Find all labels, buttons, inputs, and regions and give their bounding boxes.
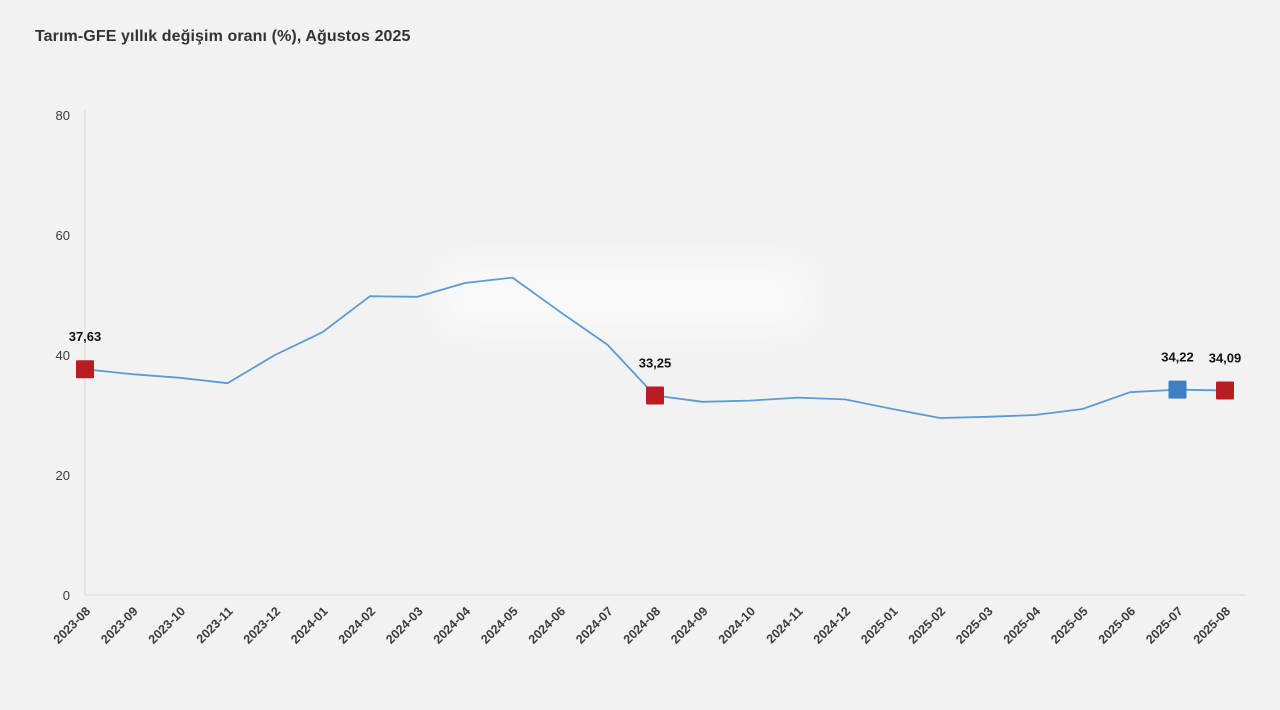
x-axis-tick-label: 2025-07 bbox=[1143, 604, 1185, 646]
x-axis-tick-label: 2024-12 bbox=[811, 604, 853, 646]
x-axis-tick-label: 2024-09 bbox=[668, 604, 710, 646]
x-axis-tick-label: 2024-01 bbox=[288, 604, 330, 646]
x-axis-tick-label: 2024-11 bbox=[764, 604, 806, 646]
data-point-label: 37,63 bbox=[69, 329, 102, 344]
y-axis-tick-label: 20 bbox=[56, 468, 70, 483]
data-point-marker bbox=[76, 360, 94, 379]
data-point-label: 34,22 bbox=[1161, 350, 1194, 365]
data-point-marker bbox=[1168, 380, 1187, 399]
x-axis-tick-label: 2023-11 bbox=[194, 604, 236, 646]
x-axis-tick-label: 2024-06 bbox=[526, 604, 568, 646]
x-axis-tick-label: 2024-07 bbox=[573, 604, 615, 646]
y-axis-tick-label: 0 bbox=[63, 588, 70, 603]
x-axis-tick-label: 2024-04 bbox=[431, 604, 473, 646]
y-axis-tick-label: 40 bbox=[56, 348, 70, 363]
x-axis-tick-label: 2025-01 bbox=[858, 604, 900, 646]
x-axis-tick-label: 2025-02 bbox=[906, 604, 948, 646]
x-axis-tick-label: 2025-06 bbox=[1096, 604, 1138, 646]
background-patch bbox=[440, 262, 810, 332]
x-axis-tick-label: 2023-09 bbox=[98, 604, 140, 646]
data-point-label: 34,09 bbox=[1209, 350, 1242, 365]
x-axis-tick-label: 2025-05 bbox=[1048, 604, 1090, 646]
data-point-label: 33,25 bbox=[639, 356, 672, 371]
x-axis-tick-label: 2024-08 bbox=[621, 604, 663, 646]
x-axis-tick-label: 2024-10 bbox=[716, 604, 758, 646]
x-axis-tick-label: 2025-08 bbox=[1191, 604, 1233, 646]
x-axis-tick-label: 2024-05 bbox=[478, 604, 520, 646]
x-axis-tick-label: 2024-02 bbox=[336, 604, 378, 646]
x-axis-tick-label: 2025-04 bbox=[1001, 604, 1043, 646]
x-axis-tick-label: 2025-03 bbox=[953, 604, 995, 646]
x-axis-tick-label: 2023-10 bbox=[146, 604, 188, 646]
chart-title: Tarım-GFE yıllık değişim oranı (%), Ağus… bbox=[35, 28, 411, 45]
x-axis-tick-label: 2023-08 bbox=[51, 604, 93, 646]
x-axis-tick-label: 2024-03 bbox=[383, 604, 425, 646]
y-axis-tick-label: 80 bbox=[56, 108, 70, 123]
data-point-marker bbox=[1216, 381, 1234, 400]
y-axis-tick-label: 60 bbox=[56, 228, 70, 243]
data-point-marker bbox=[646, 386, 664, 405]
x-axis-tick-label: 2023-12 bbox=[241, 604, 283, 646]
